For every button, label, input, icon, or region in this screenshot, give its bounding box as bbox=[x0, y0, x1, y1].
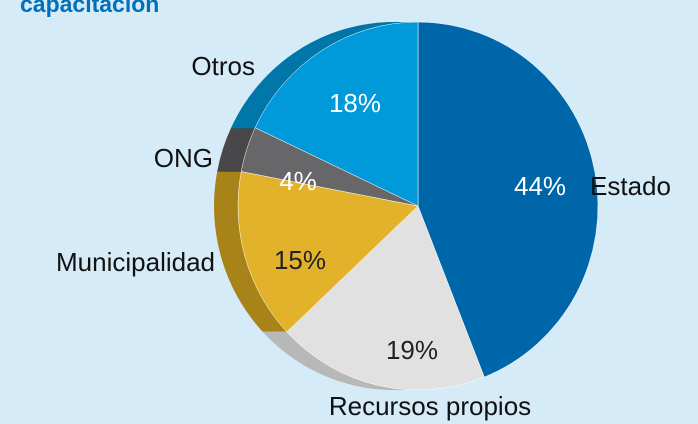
slice bbox=[286, 205, 485, 391]
category-label: Otros bbox=[191, 51, 255, 81]
value-label: 4% bbox=[279, 166, 317, 196]
slice bbox=[417, 21, 599, 378]
chart-title: capacitacion bbox=[20, 0, 159, 17]
category-label: Municipalidad bbox=[56, 247, 215, 277]
slice bbox=[237, 171, 419, 333]
value-label: 15% bbox=[274, 245, 326, 275]
slice bbox=[254, 21, 419, 207]
category-label: Recursos propios bbox=[329, 391, 531, 421]
value-label: 44% bbox=[514, 171, 566, 201]
category-label: ONG bbox=[154, 143, 213, 173]
category-label: Estado bbox=[590, 171, 671, 201]
value-label: 19% bbox=[386, 335, 438, 365]
value-label: 18% bbox=[329, 88, 381, 118]
